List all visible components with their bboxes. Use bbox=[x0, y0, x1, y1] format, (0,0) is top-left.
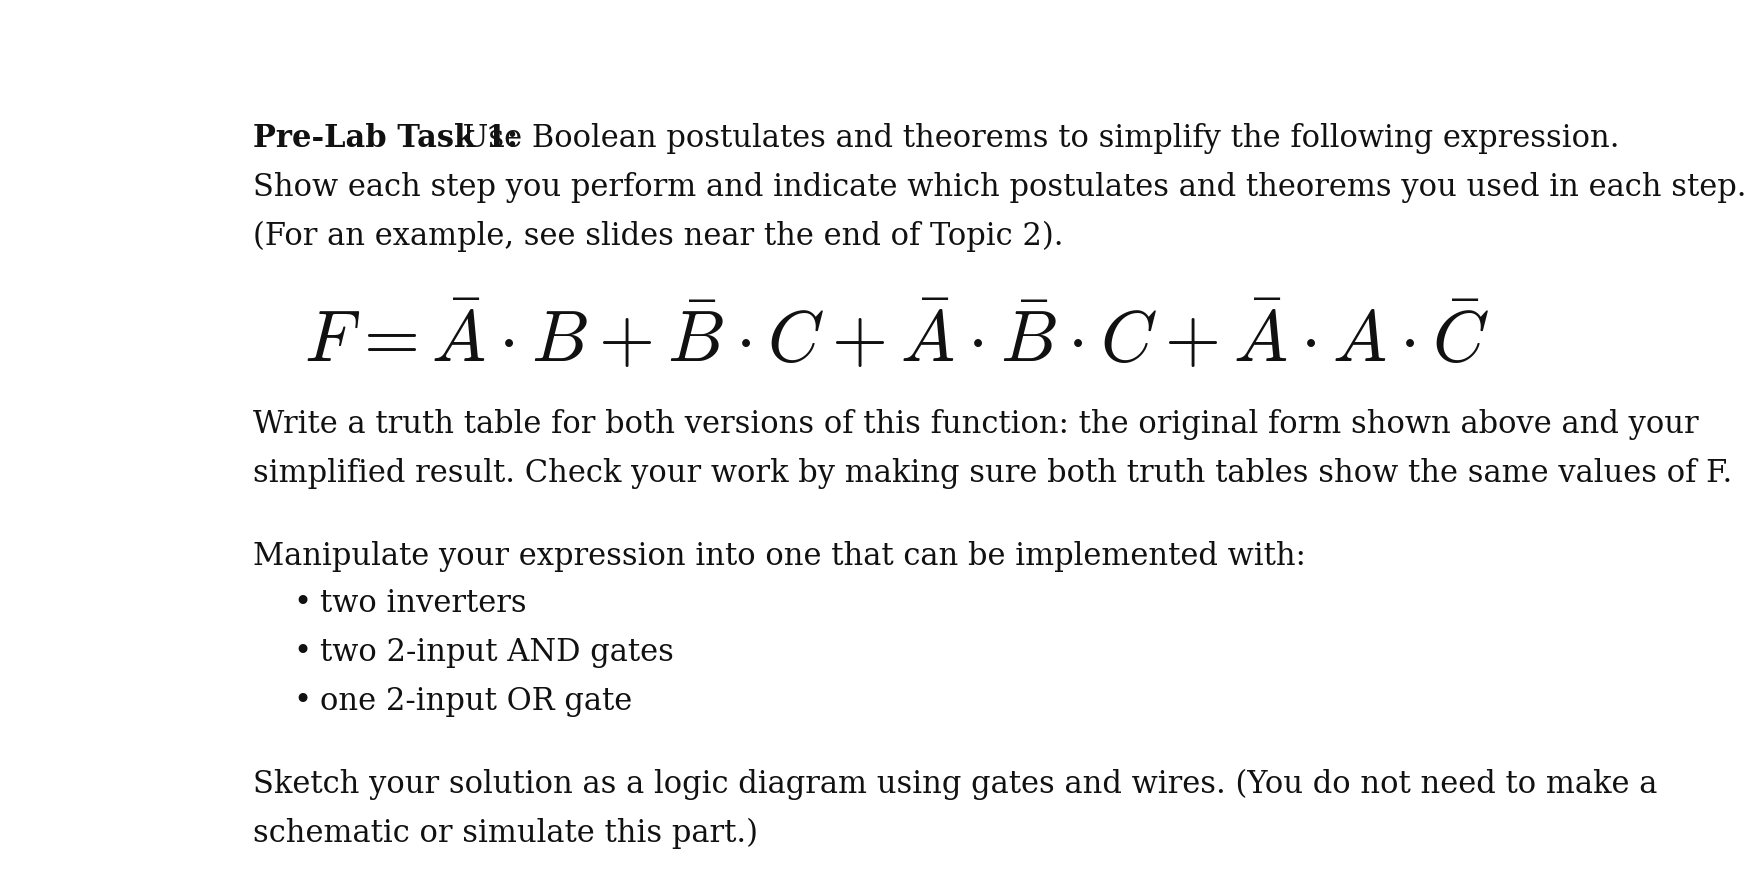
Text: (For an example, see slides near the end of Topic 2).: (For an example, see slides near the end… bbox=[252, 221, 1064, 252]
Text: Pre-Lab Task 1:: Pre-Lab Task 1: bbox=[252, 123, 518, 154]
Text: •: • bbox=[294, 587, 311, 619]
Text: Show each step you perform and indicate which postulates and theorems you used i: Show each step you perform and indicate … bbox=[252, 172, 1746, 203]
Text: one 2-input OR gate: one 2-input OR gate bbox=[320, 685, 634, 716]
Text: Write a truth table for both versions of this function: the original form shown : Write a truth table for both versions of… bbox=[252, 409, 1698, 441]
Text: two 2-input AND gates: two 2-input AND gates bbox=[320, 637, 674, 668]
Text: •: • bbox=[294, 685, 311, 716]
Text: Manipulate your expression into one that can be implemented with:: Manipulate your expression into one that… bbox=[252, 541, 1306, 572]
Text: schematic or simulate this part.): schematic or simulate this part.) bbox=[252, 818, 758, 849]
Text: Sketch your solution as a logic diagram using gates and wires. (You do not need : Sketch your solution as a logic diagram … bbox=[252, 768, 1657, 800]
Text: $F = \bar{A} \cdot B + \bar{B} \cdot C + \bar{A} \cdot \bar{B} \cdot C + \bar{A}: $F = \bar{A} \cdot B + \bar{B} \cdot C +… bbox=[304, 304, 1489, 377]
Text: Use Boolean postulates and theorems to simplify the following expression.: Use Boolean postulates and theorems to s… bbox=[453, 123, 1620, 154]
Text: two inverters: two inverters bbox=[320, 587, 527, 619]
Text: •: • bbox=[294, 637, 311, 668]
Text: simplified result. Check your work by making sure both truth tables show the sam: simplified result. Check your work by ma… bbox=[252, 458, 1732, 489]
